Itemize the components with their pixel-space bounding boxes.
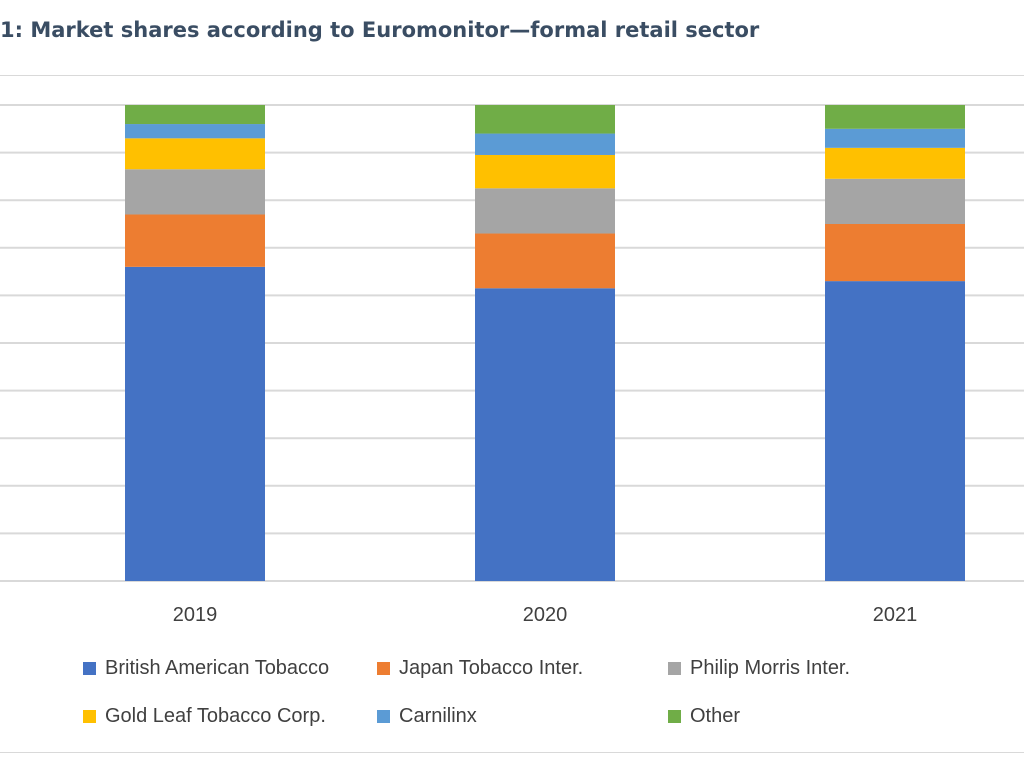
legend-swatch [83, 710, 96, 723]
bar-segment-2021-4 [825, 147, 965, 179]
bar-segment-2021-1 [825, 281, 965, 581]
legend-item-other: Other [668, 705, 740, 728]
bar-segment-2020-6 [475, 105, 615, 134]
legend-swatch [377, 710, 390, 723]
legend-item-jti: Japan Tobacco Inter. [377, 657, 583, 680]
bar-segment-2020-3 [475, 188, 615, 234]
legend-swatch [668, 662, 681, 675]
bar-segment-2019-5 [125, 124, 265, 139]
legend-label: Carnilinx [399, 705, 477, 727]
bar-segment-2020-4 [475, 154, 615, 189]
bar-segment-2021-2 [825, 224, 965, 282]
x-tick-label: 2020 [523, 604, 568, 626]
bar-segment-2020-1 [475, 288, 615, 581]
legend-label: Japan Tobacco Inter. [399, 657, 584, 679]
x-tick-label: 2021 [873, 604, 918, 626]
bar-segment-2019-4 [125, 138, 265, 170]
bar-segment-2021-6 [825, 105, 965, 129]
stacked-bar-chart: 2019 2020 2021 [0, 104, 1024, 626]
legend-item-gold-leaf: Gold Leaf Tobacco Corp. [83, 705, 326, 728]
bar-segment-2020-5 [475, 133, 615, 155]
bar-segment-2019-1 [125, 266, 265, 581]
legend-swatch [668, 710, 681, 723]
bar-segment-2019-2 [125, 214, 265, 267]
legend-swatch [377, 662, 390, 675]
legend-item-pmi: Philip Morris Inter. [668, 657, 850, 680]
bar-segment-2021-5 [825, 128, 965, 148]
legend-swatch [83, 662, 96, 675]
bottom-divider [0, 752, 1024, 753]
chart-title: 1: Market shares according to Euromonito… [0, 18, 760, 42]
legend-label: Philip Morris Inter. [690, 657, 851, 679]
legend-label: Other [690, 705, 741, 727]
bar-segment-2020-2 [475, 233, 615, 289]
top-divider [0, 75, 1024, 76]
legend-label: Gold Leaf Tobacco Corp. [105, 705, 326, 727]
bar-segment-2019-6 [125, 105, 265, 125]
legend-item-carnilinx: Carnilinx [377, 705, 477, 728]
bar-segment-2019-3 [125, 169, 265, 215]
legend-item-bat: British American Tobacco [83, 657, 329, 680]
x-tick-label: 2019 [173, 604, 218, 626]
legend-label: British American Tobacco [105, 657, 330, 679]
bar-segment-2021-3 [825, 178, 965, 224]
